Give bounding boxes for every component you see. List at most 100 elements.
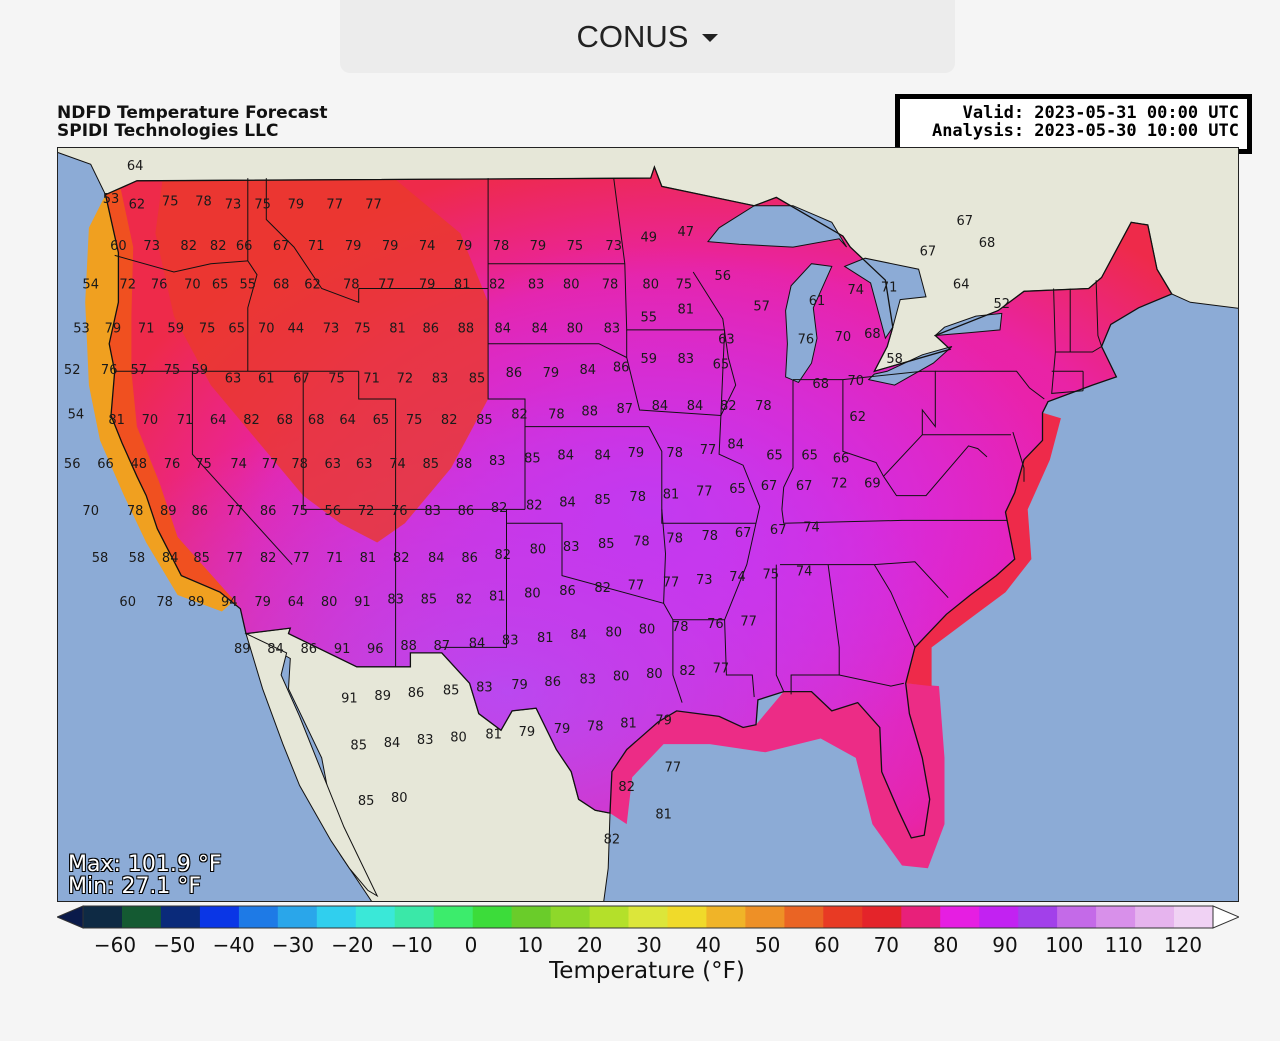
temperature-label: 68 [277,413,294,428]
temperature-label: 68 [979,236,996,251]
temperature-label: 75 [763,567,780,582]
state-boundary [882,434,988,497]
lake-ontario [933,312,1003,337]
state-boundary [488,343,627,358]
colorbar-title: Temperature (°F) [549,958,745,984]
temperature-label: 67 [273,239,290,254]
temperature-label: 76 [391,504,408,519]
temperature-label: 78 [127,504,144,519]
temperature-label: 74 [419,239,436,254]
temperature-label: 67 [735,526,752,541]
temperature-label: 84 [594,449,611,464]
temperature-label: 78 [291,457,308,472]
temperature-label: 80 [605,625,622,640]
temperature-label: 64 [339,413,356,428]
colorbar-swatch [940,906,980,928]
state-boundary [839,674,905,687]
temperature-label: 86 [408,686,425,701]
temperature-label: 65 [228,322,245,337]
temperature-label: 54 [68,407,85,422]
state-boundary [440,509,507,648]
temperature-label: 82 [180,239,197,254]
caret-down-icon [702,33,719,42]
temperature-label: 76 [101,363,118,378]
temperature-label: 73 [225,198,242,213]
temperature-label: 77 [262,457,279,472]
state-boundary [781,379,794,510]
temperature-label: 74 [848,283,865,298]
colorbar-frame [82,905,1214,929]
temperature-label: 52 [994,297,1011,312]
colorbar-swatch [160,906,201,928]
temperature-label: 82 [594,581,611,596]
temperature-label: 82 [526,498,543,513]
temperature-label: 70 [82,504,99,519]
temperature-label: 77 [227,504,244,519]
state-boundary [1051,288,1084,394]
state-boundary [692,271,761,698]
temperature-label: 57 [753,300,770,315]
temperature-label: 65 [801,449,818,464]
temperature-label: 75 [195,457,212,472]
temperature-label: 79 [288,198,305,213]
temperature-label: 63 [356,457,373,472]
temperature-label: 78 [343,278,360,293]
map-credit: SPIDI Technologies LLC [57,121,279,141]
temperature-label: 77 [663,576,680,591]
temperature-label: 58 [886,352,903,367]
temperature-label: 67 [770,523,787,538]
temperature-label: 75 [567,239,584,254]
temperature-label: 80 [613,670,630,685]
temperature-label: 83 [580,672,597,687]
colorbar-swatch [745,906,785,928]
temperature-label: 73 [143,239,160,254]
temperature-labels: 64 53 62 75 78 73 75 79 77 77 60 73 82 82 66 67 71 79 79 74… [64,159,1010,848]
temperature-label: 71 [308,239,325,254]
temperature-colorbar [57,905,1239,929]
temperature-label: 71 [326,551,343,566]
temperature-label: 84 [727,438,744,453]
temperature-label: 91 [334,642,351,657]
temperature-label: 83 [476,681,493,696]
temperature-label: 76 [798,333,815,348]
colorbar-swatch [316,906,357,928]
temperature-label: 81 [360,551,377,566]
state-boundary [265,178,360,304]
temperature-label: 49 [641,231,658,246]
temperature-label: 61 [809,294,826,309]
temperature-label: 79 [382,239,399,254]
state-boundary [487,178,526,510]
state-boundary [358,371,397,667]
temperature-label: 75 [199,322,216,337]
state-boundary [191,371,293,565]
temperature-label: 85 [598,537,615,552]
temperature-label: 83 [387,592,404,607]
region-selector-dropdown[interactable]: CONUS [340,0,955,73]
temperature-label: 81 [663,487,680,502]
temperature-label: 86 [461,551,478,566]
temperature-label: 78 [629,490,646,505]
temperature-label: 71 [138,322,155,337]
temperature-label: 81 [489,590,506,605]
temperature-label: 79 [530,239,547,254]
colorbar-swatch [122,906,162,928]
temperature-label: 81 [678,302,695,317]
temperature-label: 75 [354,322,371,337]
temperature-label: 78 [755,399,772,414]
temperature-label: 96 [367,642,384,657]
colorbar-swatch [550,906,591,928]
temperature-label: 68 [864,327,881,342]
temperature-label: 80 [391,791,408,806]
temperature-label: 82 [260,551,277,566]
temperature-label: 88 [458,322,475,337]
colorbar-tick-label: 70 [873,933,900,957]
temperature-label: 82 [679,664,696,679]
region-selector-label: CONUS [576,18,689,54]
temperature-label: 66 [97,457,114,472]
temperature-label: 82 [495,548,512,563]
temperature-label: 84 [557,449,574,464]
temperature-label: 80 [450,730,467,745]
temperature-label: 66 [236,239,253,254]
state-boundary [1095,280,1103,347]
temperature-label: 91 [354,595,371,610]
